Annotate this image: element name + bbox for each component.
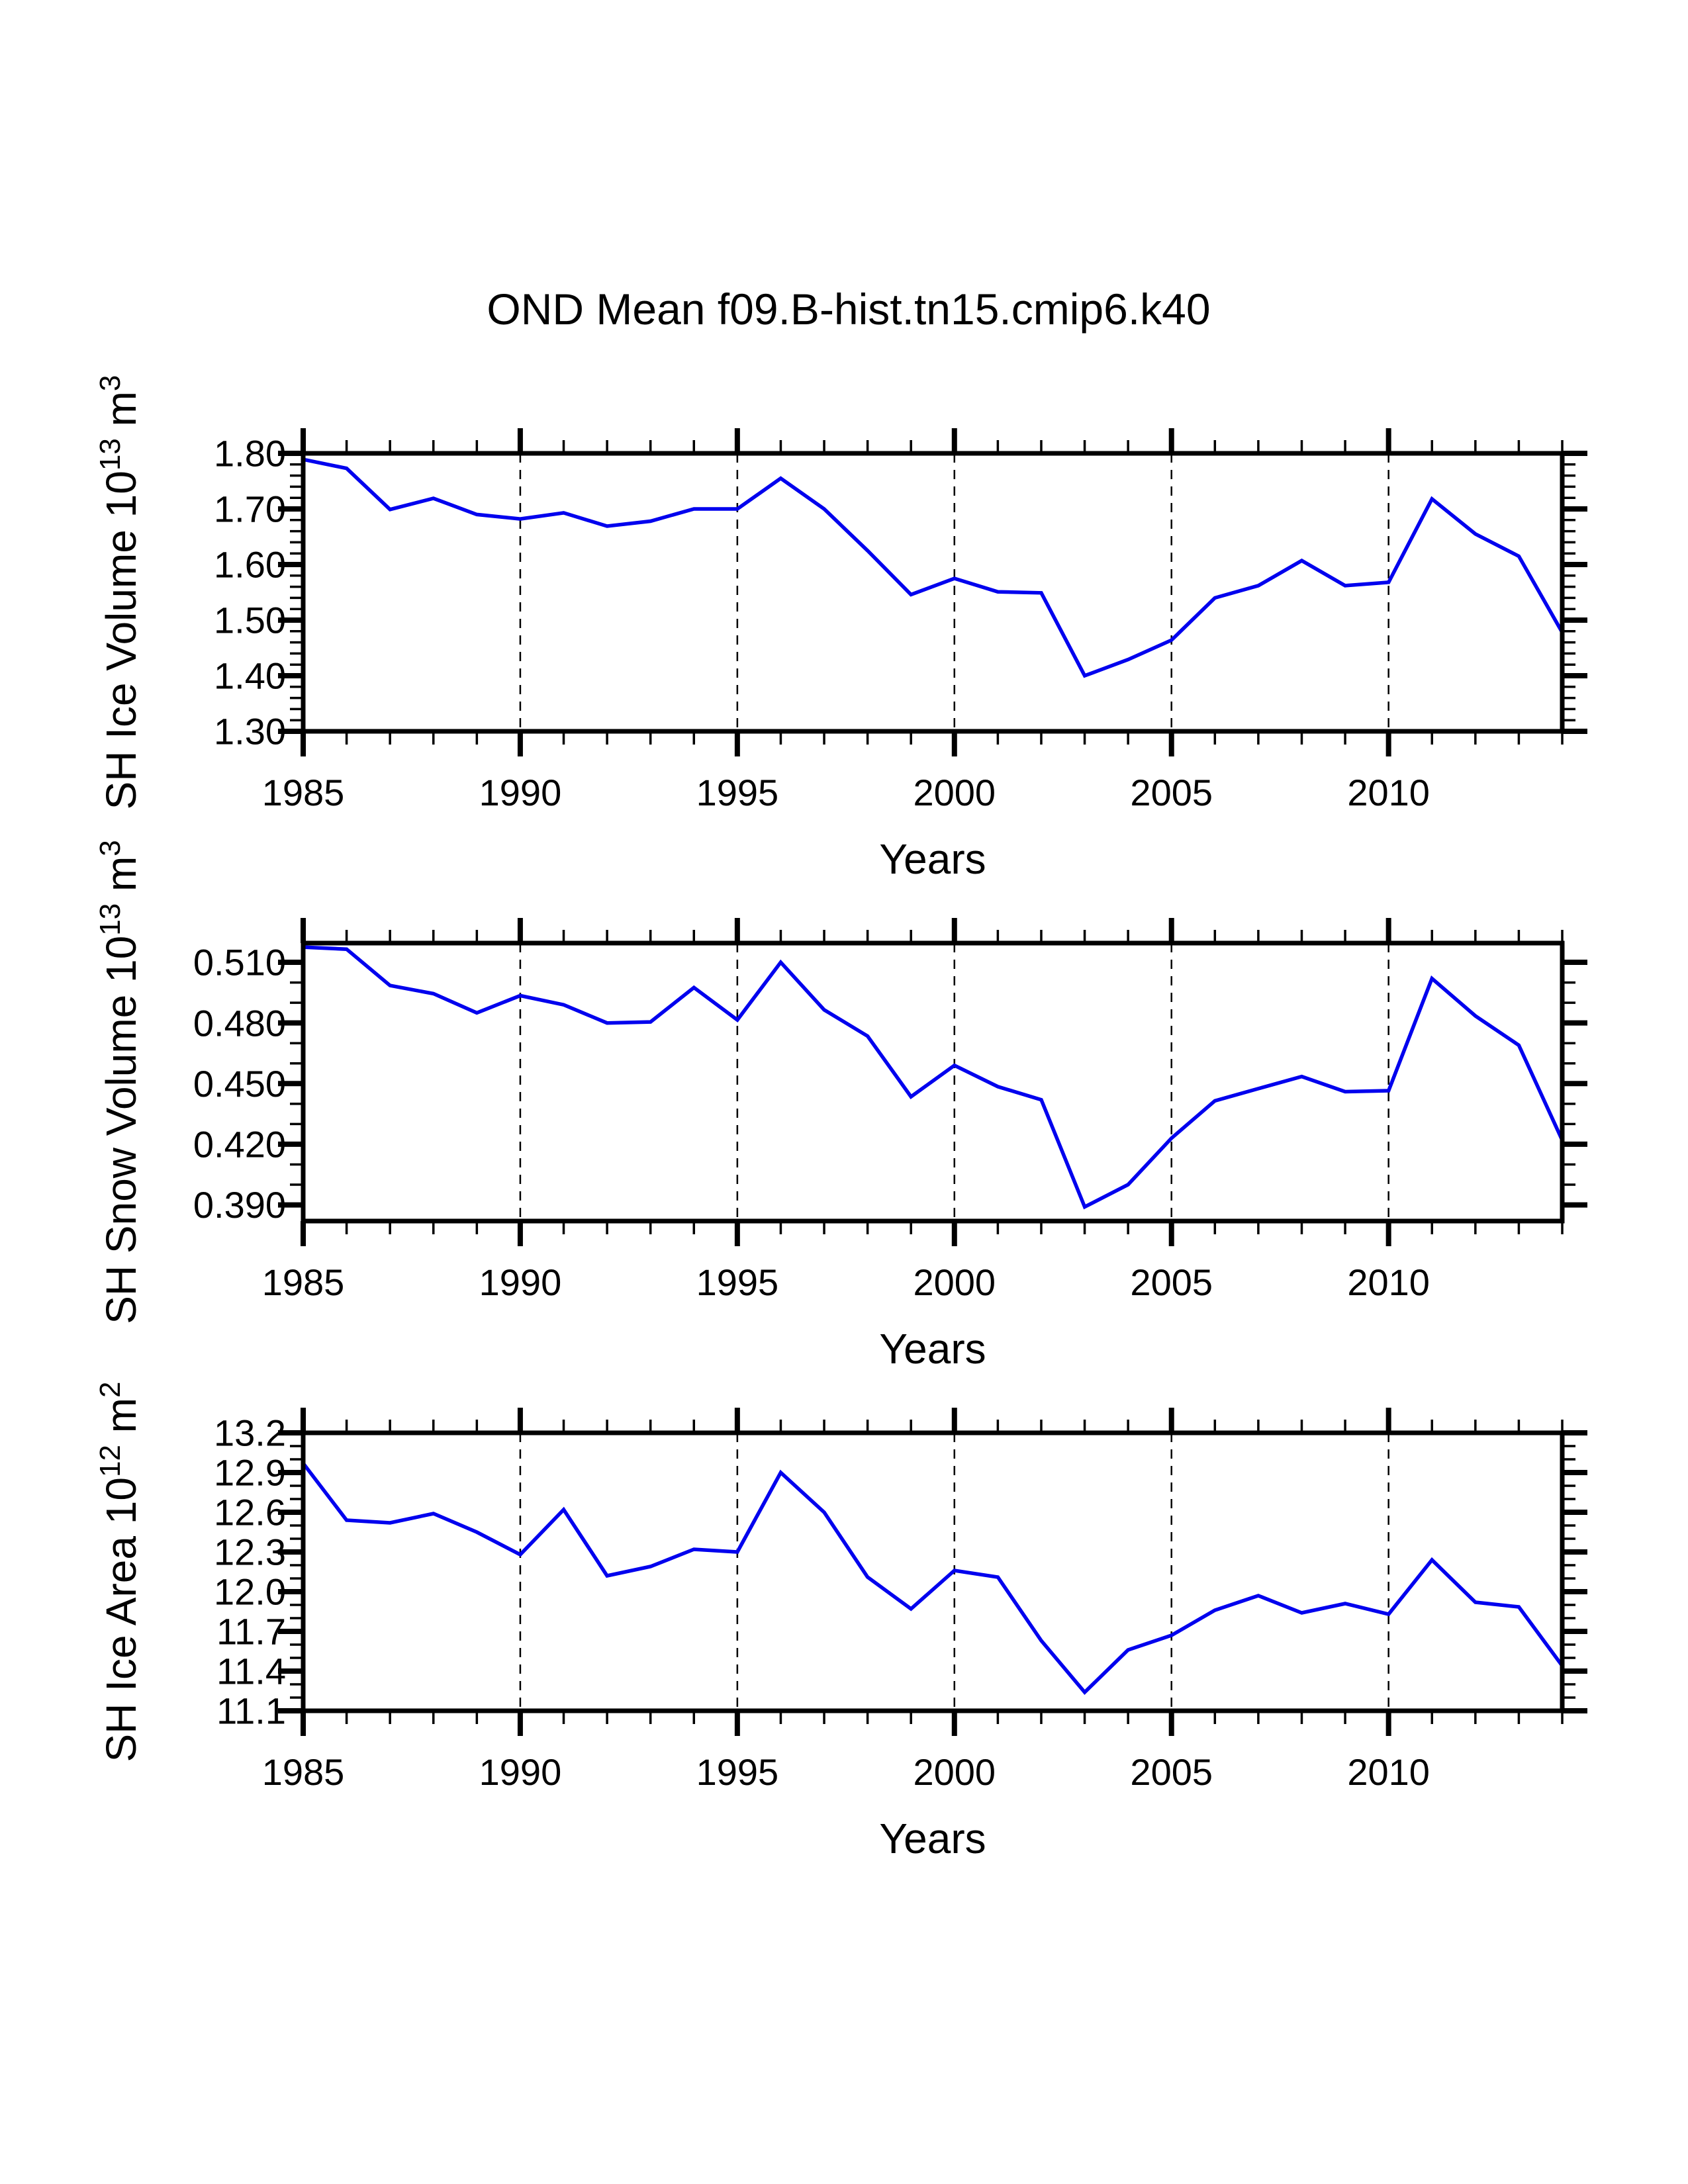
x-axis-tick-label: 2000 xyxy=(914,772,996,813)
x-axis-tick-label: 1985 xyxy=(262,772,345,813)
x-axis-title: Years xyxy=(879,1325,986,1373)
x-axis-title: Years xyxy=(879,835,986,883)
y-axis-tick-label: 12.9 xyxy=(214,1452,286,1494)
x-axis-tick-label: 2010 xyxy=(1347,1261,1430,1303)
sh-ice-area-plot: 1985 1990 1995 2000 2005 2010 11.111.411.712.0… xyxy=(94,1382,1587,1862)
x-axis-tick-label: 1985 xyxy=(262,1751,345,1793)
x-axis-tick-label: 1990 xyxy=(479,1751,562,1793)
data-line xyxy=(303,945,1564,1210)
y-axis-tick-label: 12.6 xyxy=(214,1492,286,1533)
x-axis-tick-label: 2010 xyxy=(1347,1751,1430,1793)
y-axis-tick-label: 1.50 xyxy=(214,600,286,641)
y-axis-tick-label: 1.60 xyxy=(214,544,286,586)
plot-frame xyxy=(301,451,1565,734)
data-line xyxy=(301,1462,1564,1696)
x-axis-tick-label: 2000 xyxy=(914,1751,996,1793)
y-axis-tick-label: 13.2 xyxy=(214,1412,286,1454)
y-axis-tick-label: 12.0 xyxy=(214,1571,286,1613)
y-axis-tick-label: 12.3 xyxy=(214,1531,286,1573)
y-axis-tick-label: 0.390 xyxy=(193,1184,286,1226)
sh-ice-volume-plot: 1985 1990 1995 2000 2005 2010 1.30 1.40 1.50 1.60… xyxy=(94,375,1587,883)
y-axis-title: SH Ice Volume 1013 m3 xyxy=(94,375,145,810)
x-axis-tick-label: 1985 xyxy=(262,1261,345,1303)
sh-snow-volume-plot: 1985 1990 1995 2000 2005 2010 0.390 0.420 0.450 0… xyxy=(94,840,1587,1373)
y-axis-tick-label: 1.70 xyxy=(214,488,286,530)
y-axis-tick-label: 0.450 xyxy=(193,1063,286,1105)
y-axis-tick-label: 11.4 xyxy=(216,1651,286,1692)
x-axis-tick-label: 1990 xyxy=(479,772,562,813)
plot-frame xyxy=(301,1430,1565,1713)
data-line xyxy=(303,457,1564,678)
x-axis-tick-label: 1995 xyxy=(696,772,779,813)
x-axis-tick-label: 2005 xyxy=(1130,1261,1213,1303)
y-axis-title: SH Ice Area 1012 m2 xyxy=(94,1382,145,1762)
x-axis-tick-label: 1990 xyxy=(479,1261,562,1303)
y-axis-tick-label: 0.480 xyxy=(193,1002,286,1044)
y-axis-tick-label: 11.1 xyxy=(216,1690,286,1732)
x-axis-tick-label: 2005 xyxy=(1130,772,1213,813)
y-axis-tick-label: 1.80 xyxy=(214,433,286,475)
y-axis-tick-label: 11.7 xyxy=(216,1611,286,1653)
y-axis-tick-label: 1.30 xyxy=(214,711,286,752)
y-axis-tick-label: 1.40 xyxy=(214,655,286,697)
x-axis-title: Years xyxy=(879,1815,986,1862)
x-axis-tick-label: 2000 xyxy=(914,1261,996,1303)
x-axis-tick-label: 1995 xyxy=(696,1751,779,1793)
y-axis-title: SH Snow Volume 1013 m3 xyxy=(94,840,145,1324)
x-axis-tick-label: 1995 xyxy=(696,1261,779,1303)
y-axis-tick-label: 0.420 xyxy=(193,1124,286,1165)
y-axis-tick-label: 0.510 xyxy=(193,942,286,983)
x-axis-tick-label: 2005 xyxy=(1130,1751,1213,1793)
x-axis-tick-label: 2010 xyxy=(1347,772,1430,813)
figure-title: OND Mean f09.B-hist.tn15.cmip6.k40 xyxy=(487,285,1210,334)
